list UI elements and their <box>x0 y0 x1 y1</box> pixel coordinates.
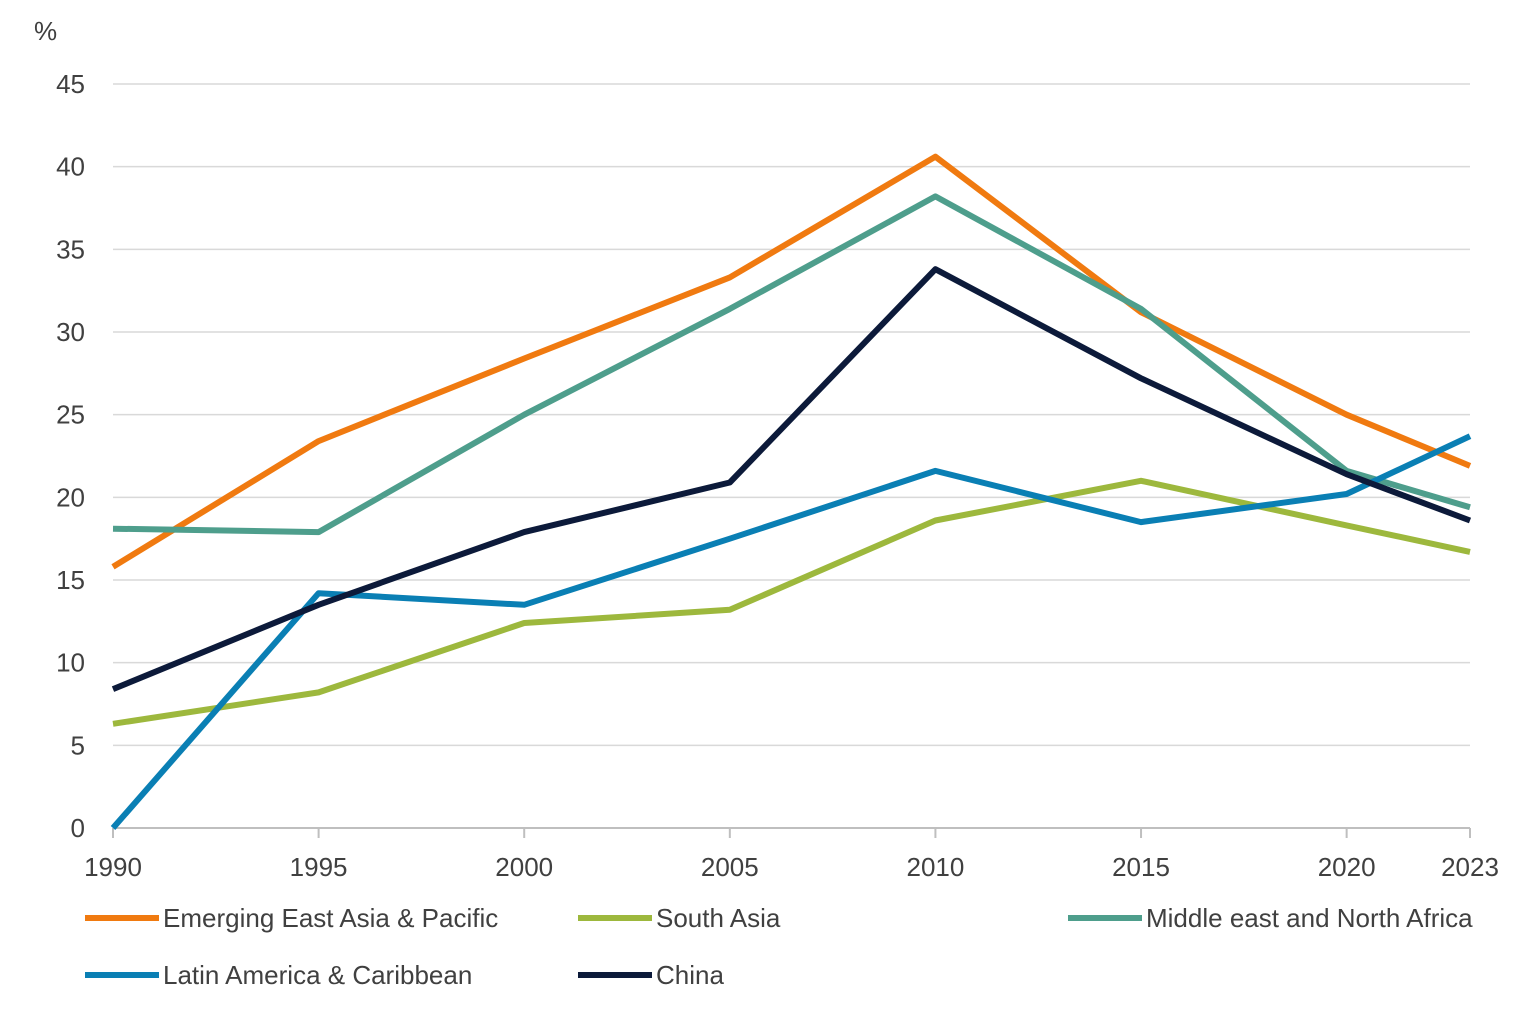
y-tick-label: 40 <box>56 152 85 182</box>
x-tick-label: 2000 <box>495 852 553 882</box>
y-tick-label: 25 <box>56 400 85 430</box>
series-line-middle-east-and-north-africa <box>112 193 1471 536</box>
legend-item-china: China <box>578 960 724 990</box>
legend-label: Middle east and North Africa <box>1146 903 1473 933</box>
legend-item-middle-east-and-north-africa: Middle east and North Africa <box>1068 903 1473 933</box>
x-tick-label: 2010 <box>907 852 965 882</box>
legend-item-latin-america-caribbean: Latin America & Caribbean <box>85 960 472 990</box>
y-tick-label: 10 <box>56 648 85 678</box>
y-tick-label: 20 <box>56 482 85 512</box>
series-line-south-asia <box>112 477 1471 727</box>
y-tick-label: 15 <box>56 565 85 595</box>
legend-label: South Asia <box>656 903 781 933</box>
legend-item-emerging-east-asia-pacific: Emerging East Asia & Pacific <box>85 903 498 933</box>
legend-label: Latin America & Caribbean <box>163 960 472 990</box>
legend-label: Emerging East Asia & Pacific <box>163 903 498 933</box>
y-tick-label: 30 <box>56 317 85 347</box>
series-lines <box>110 153 1472 830</box>
y-tick-label: 5 <box>71 730 85 760</box>
x-tick-label: 2020 <box>1318 852 1376 882</box>
x-tick-label: 1990 <box>84 852 142 882</box>
y-tick-label: 0 <box>71 813 85 843</box>
series-line-emerging-east-asia-pacific <box>111 153 1472 570</box>
y-tick-label: 45 <box>56 69 85 99</box>
x-tick-label: 2005 <box>701 852 759 882</box>
x-tick-label: 1995 <box>290 852 348 882</box>
legend-item-south-asia: South Asia <box>578 903 781 933</box>
series-line-latin-america-caribbean <box>110 433 1472 830</box>
legend: Emerging East Asia & Pacific South Asia Mi… <box>85 903 1473 990</box>
y-axis-unit-label: % <box>34 16 57 46</box>
x-tick-label: 2015 <box>1112 852 1170 882</box>
x-axis <box>112 827 1471 838</box>
y-tick-label: 35 <box>56 234 85 264</box>
legend-label: China <box>656 960 724 990</box>
series-line-china <box>111 266 1472 692</box>
x-tick-label: 2023 <box>1441 852 1499 882</box>
x-axis-ticks: 1990 1995 2000 2005 2010 2015 2020 2023 <box>84 852 1499 882</box>
y-axis-ticks: 0 5 10 15 20 25 30 35 40 45 <box>56 69 85 843</box>
